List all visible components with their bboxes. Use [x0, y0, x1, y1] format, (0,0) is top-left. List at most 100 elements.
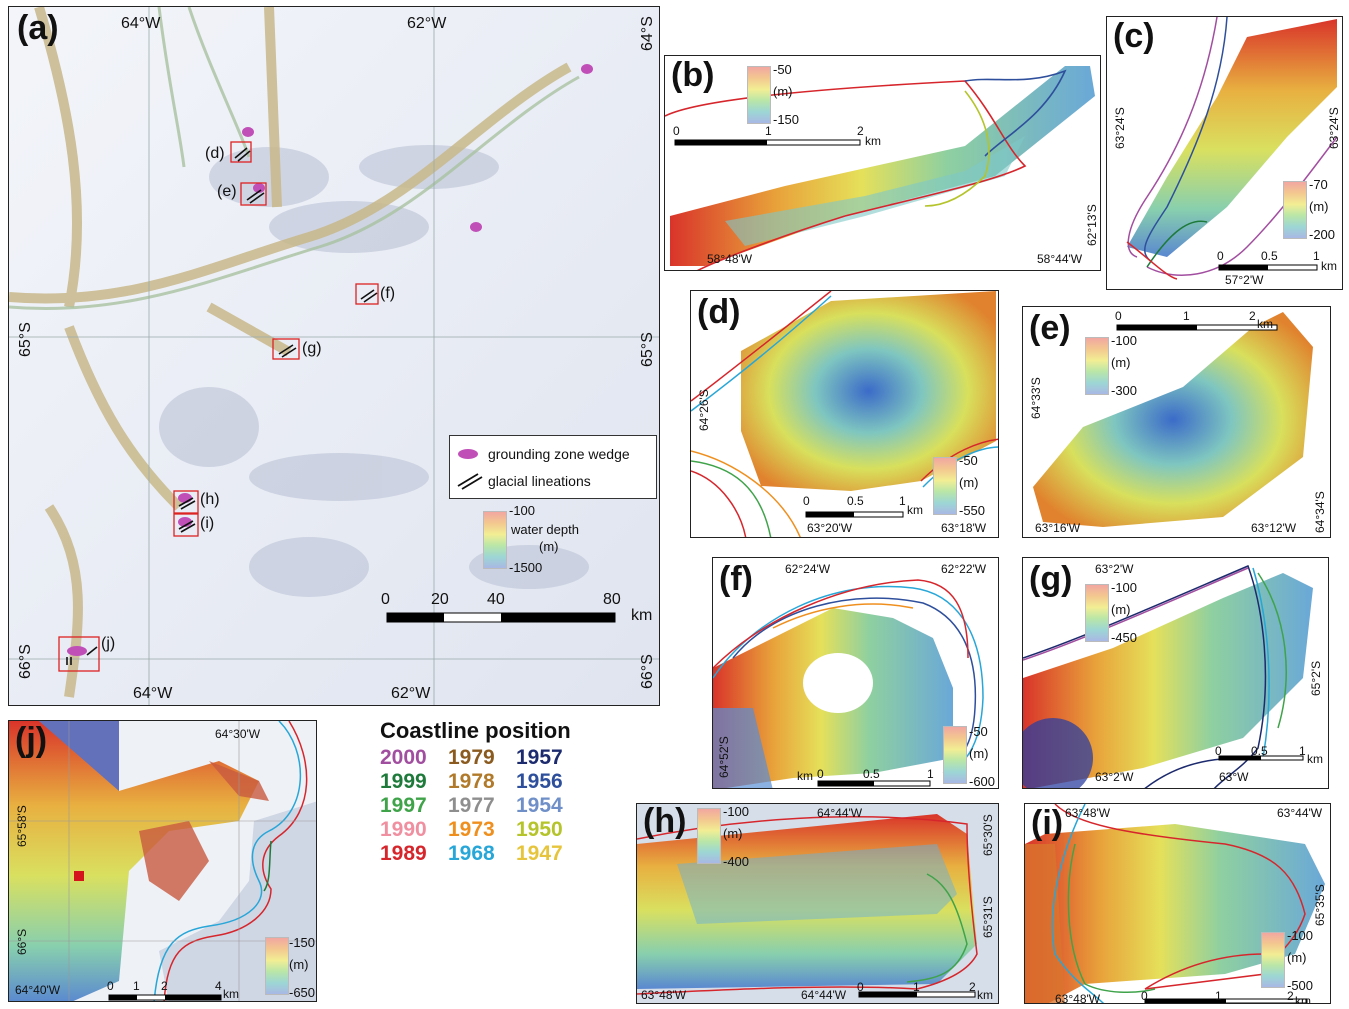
colorbar-unit: (m) [539, 539, 559, 554]
panel-j-label: (j) [15, 721, 48, 759]
panel-f: (f) -50 (m) -600 km 0 0.5 1 62°24'W 62°2… [712, 557, 999, 789]
coastline-year-1947: 1947 [516, 842, 563, 865]
coastline-year-1954: 1954 [516, 794, 563, 817]
cb-top: -50 [959, 453, 978, 468]
panel-d: (d) -50 (m) -550 0 0.5 1 km 63°20'W 63°1… [690, 290, 999, 538]
cb-unit: (m) [289, 957, 309, 972]
scale-tick: 1 [1183, 309, 1190, 323]
cb-bottom: -650 [289, 985, 316, 1000]
lon-label: 63°48'W [641, 988, 687, 1002]
scale-tick: 0.5 [1261, 249, 1278, 263]
coastline-year-1979: 1979 [448, 746, 495, 769]
cb-unit: (m) [1111, 355, 1131, 370]
cb-unit: (m) [959, 475, 979, 490]
scale-tick: 4 [215, 979, 222, 993]
legend-lineations: glacial lineations [488, 473, 591, 489]
lon-label: 63°44'W [1277, 806, 1323, 820]
panel-b: (b) -50 (m) -150 0 1 2 km 58°48'W 58°44'… [664, 55, 1101, 271]
panel-b-colorbar [747, 66, 771, 124]
lon-label: 63°48'W [1055, 992, 1101, 1004]
lat-label: 65°S [639, 332, 656, 367]
scale-tick: 0 [107, 979, 114, 993]
cb-bottom: -500 [1287, 978, 1314, 993]
panel-g-bathymetry [1023, 564, 1313, 788]
lat-label: 65°30'S [981, 814, 995, 856]
lat-label: 64°S [639, 16, 656, 51]
panel-c-label: (c) [1113, 17, 1155, 55]
cb-bottom: -300 [1111, 383, 1138, 398]
scale-tick: 2 [857, 124, 864, 138]
scale-unit: km [223, 987, 239, 1001]
panel-h-colorbar [697, 808, 721, 864]
lat-label: 65°S [17, 322, 34, 357]
lon-label: 64°W [121, 15, 161, 32]
lat-label: 65°58'S [15, 805, 29, 847]
cb-bottom: -450 [1111, 630, 1138, 645]
cb-unit: (m) [1309, 199, 1329, 214]
cb-bottom: -600 [969, 774, 996, 789]
lon-label: 63°2'W [1095, 562, 1134, 576]
panel-b-label: (b) [671, 56, 715, 94]
lat-label: 66°S [15, 928, 29, 955]
lon-label: 63°48'W [1065, 806, 1111, 820]
scale-tick: 0 [381, 591, 390, 608]
cb-unit: (m) [723, 826, 743, 841]
scale-tick: 1 [899, 494, 906, 508]
panel-h-label: (h) [643, 803, 687, 840]
cb-bottom: -550 [959, 503, 986, 518]
lat-label: 66°S [17, 644, 34, 679]
scale-unit: km [631, 607, 653, 624]
lon-label: 58°44'W [1037, 252, 1083, 266]
scale-tick: 2 [1287, 989, 1294, 1003]
panel-f-colorbar [943, 726, 967, 784]
panel-g-label: (g) [1029, 560, 1073, 598]
panel-d-bathymetry [691, 291, 998, 537]
cb-bottom: -200 [1309, 227, 1336, 242]
lon-label: 63°20'W [807, 521, 853, 535]
scale-tick: 1 [133, 979, 140, 993]
panel-h: (h) -100 (m) -400 0 1 2 km 64°44'W 63°48… [636, 803, 999, 1004]
site-label-j: (j) [101, 635, 116, 652]
scale-tick: 1 [1299, 744, 1306, 758]
site-label-d: (d) [205, 145, 225, 162]
lat-label: 65°2'S [1309, 660, 1323, 696]
panel-a-label: (a) [17, 9, 59, 47]
scale-unit: km [1321, 259, 1337, 273]
coastline-year-1950: 1950 [516, 818, 563, 841]
coastline-year-1956: 1956 [516, 770, 563, 793]
scale-tick: 0 [803, 494, 810, 508]
lat-label: 64°26'S [697, 389, 711, 431]
lat-label: 64°34'S [1313, 491, 1327, 533]
scale-tick: 2 [1249, 309, 1256, 323]
panel-d-label: (d) [697, 293, 741, 331]
map-legend: grounding zone wedge glacial lineations [449, 435, 657, 499]
lon-label: 64°44'W [801, 988, 847, 1002]
coastline-year-1977: 1977 [448, 794, 495, 817]
scale-tick: 0 [1115, 309, 1122, 323]
lat-label: 63°24'S [1327, 107, 1341, 149]
scale-tick: 2 [161, 979, 168, 993]
legend-symbols [457, 449, 483, 490]
coastline-legend-title: Coastline position [380, 718, 571, 743]
scale-tick: 1 [765, 124, 772, 138]
scale-tick: 0.5 [1251, 744, 1268, 758]
panel-e-bathymetry [1033, 312, 1313, 527]
panel-e-colorbar [1085, 337, 1109, 395]
cb-top: -70 [1309, 177, 1328, 192]
panel-b-bathymetry [665, 66, 1095, 270]
scale-unit: km [797, 769, 813, 783]
scale-tick: 0 [1141, 989, 1148, 1003]
site-label-i: (i) [200, 515, 215, 532]
panel-i: (i) -100 (m) -500 0 1 2 km 63°48'W 63°44… [1024, 803, 1331, 1004]
colorbar-title: water depth [511, 522, 579, 537]
scale-unit: km [977, 988, 993, 1002]
scale-tick: 0 [1215, 744, 1222, 758]
lat-label: 65°35'S [1313, 884, 1327, 926]
lon-label: 62°24'W [785, 562, 831, 576]
scale-tick: 20 [431, 591, 449, 608]
coastline-year-2000: 2000 [380, 746, 427, 769]
legend-gzw: grounding zone wedge [488, 446, 630, 462]
lat-label: 64°52'S [717, 736, 731, 778]
coastline-year-1968: 1968 [448, 842, 495, 865]
panel-j-bathymetry [9, 721, 316, 1001]
